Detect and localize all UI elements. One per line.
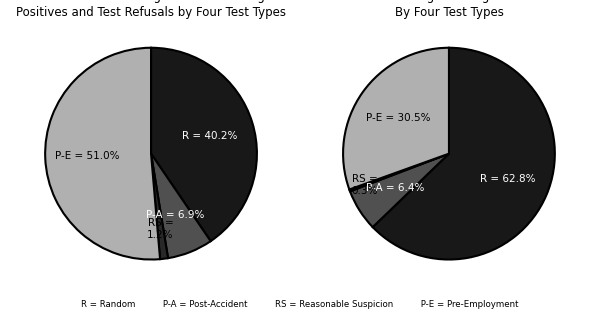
Wedge shape (350, 154, 449, 227)
Text: R = Random          P-A = Post-Accident          RS = Reasonable Suspicion      : R = Random P-A = Post-Accident RS = Reas… (81, 300, 519, 309)
Wedge shape (373, 48, 555, 260)
Wedge shape (151, 48, 257, 241)
Title: Percentage of Drug Tests
By Four Test Types: Percentage of Drug Tests By Four Test Ty… (375, 0, 523, 19)
Wedge shape (343, 48, 449, 189)
Text: P-E = 51.0%: P-E = 51.0% (55, 151, 120, 161)
Text: RS =
0.3%: RS = 0.3% (352, 174, 378, 196)
Text: P-A = 6.4%: P-A = 6.4% (366, 183, 425, 193)
Text: R = 62.8%: R = 62.8% (479, 173, 535, 183)
Wedge shape (151, 154, 168, 259)
Wedge shape (45, 48, 160, 260)
Wedge shape (151, 154, 211, 258)
Title: Combined Percentage of Verified Drug
Positives and Test Refusals by Four Test Ty: Combined Percentage of Verified Drug Pos… (16, 0, 286, 19)
Text: P-A = 6.9%: P-A = 6.9% (146, 210, 205, 220)
Text: RS =
1.2%: RS = 1.2% (147, 218, 173, 240)
Text: R = 40.2%: R = 40.2% (182, 130, 238, 140)
Text: P-E = 30.5%: P-E = 30.5% (367, 113, 431, 123)
Wedge shape (349, 154, 449, 191)
